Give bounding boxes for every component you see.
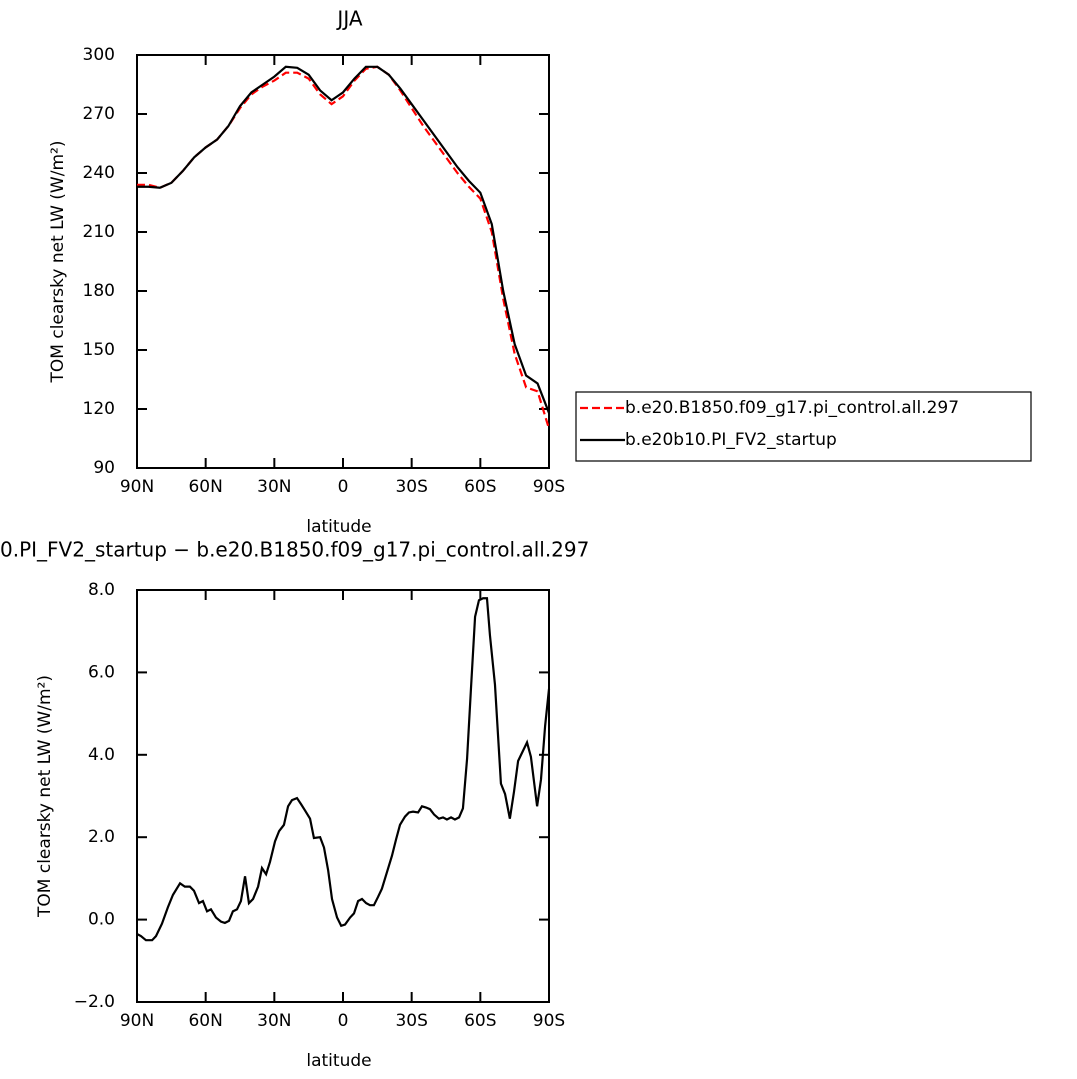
x-tick-label: 60N (188, 477, 222, 497)
y-tick-label: 0.0 (88, 910, 115, 930)
y-tick-label: 270 (83, 104, 115, 124)
y-tick-label: 2.0 (88, 827, 115, 847)
y-tick-label: 150 (83, 340, 115, 360)
x-tick-label: 30N (257, 477, 291, 497)
x-axis-label: latitude (306, 517, 371, 537)
x-tick-label: 90N (120, 1011, 154, 1031)
chart-title: 0.PI_FV2_startup − b.e20.B1850.f09_g17.p… (0, 538, 589, 562)
data-line (136, 597, 551, 942)
x-tick-label: 60N (188, 1011, 222, 1031)
y-tick-label: 8.0 (88, 580, 115, 600)
x-tick-label: 0 (338, 1011, 349, 1031)
y-tick-label: 240 (83, 163, 115, 183)
y-tick-label: 210 (83, 222, 115, 242)
x-tick-label: 90N (120, 477, 154, 497)
y-axis-label: TOM clearsky net LW (W/m²) (35, 675, 55, 918)
plot-frame (136, 589, 550, 1003)
legend-label: b.e20.B1850.f09_g17.pi_control.all.297 (625, 398, 959, 418)
y-axis-label: TOM clearsky net LW (W/m²) (48, 141, 68, 384)
x-axis-label: latitude (306, 1051, 371, 1071)
data-line (137, 65, 551, 414)
legend-box (575, 391, 1032, 462)
y-tick-label: −2.0 (74, 992, 115, 1012)
x-tick-label: 0 (338, 477, 349, 497)
y-tick-label: 4.0 (88, 745, 115, 765)
data-line (137, 65, 551, 429)
y-tick-label: 90 (93, 458, 115, 478)
x-tick-label: 90S (533, 1011, 565, 1031)
legend-label: b.e20b10.PI_FV2_startup (625, 430, 837, 450)
plot-frame (136, 54, 550, 469)
y-tick-label: 120 (83, 399, 115, 419)
x-tick-label: 30S (395, 1011, 427, 1031)
x-tick-label: 30N (257, 1011, 291, 1031)
chart-title: JJA (335, 7, 362, 31)
x-tick-label: 90S (533, 477, 565, 497)
x-tick-label: 30S (395, 477, 427, 497)
y-tick-label: 180 (83, 281, 115, 301)
x-tick-label: 60S (464, 1011, 496, 1031)
x-tick-label: 60S (464, 477, 496, 497)
y-tick-label: 300 (83, 45, 115, 65)
y-tick-label: 6.0 (88, 662, 115, 682)
